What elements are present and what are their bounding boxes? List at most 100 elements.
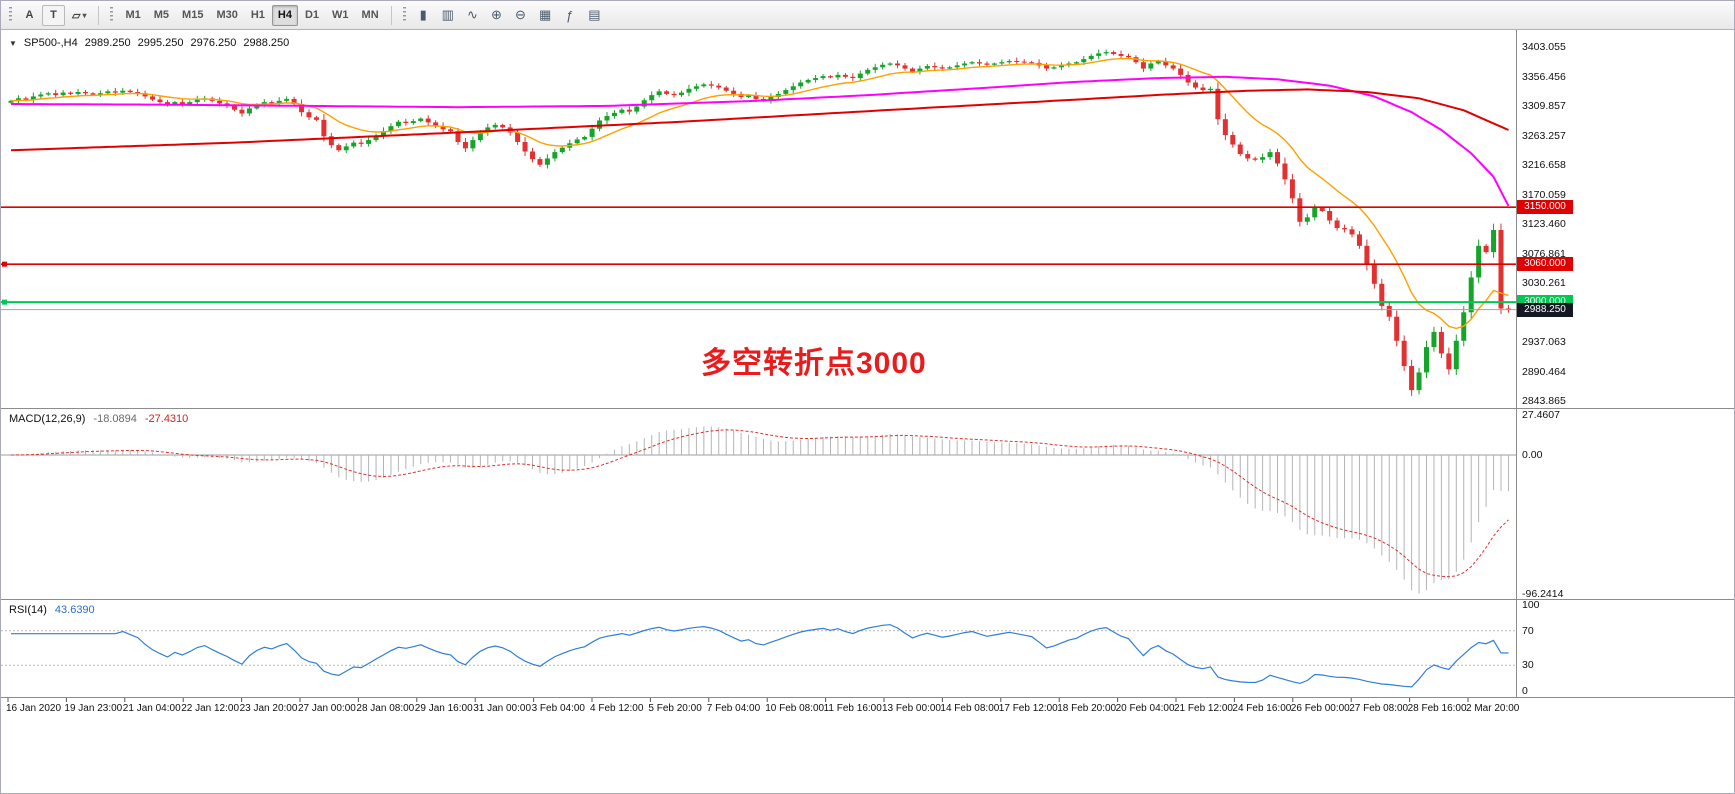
- ohlc-open: 2989.250: [84, 37, 131, 49]
- price-axis-label: 3170.059: [1522, 188, 1566, 201]
- toolbar-separator: [390, 5, 392, 25]
- chart-bars-icon[interactable]: ▥: [436, 5, 460, 26]
- macd-axis-label: -96.2414: [1522, 588, 1564, 600]
- time-axis-label: 17 Feb 12:00: [998, 703, 1058, 714]
- time-axis-label: 23 Jan 20:00: [239, 703, 298, 714]
- rsi-axis-label: 70: [1522, 624, 1534, 637]
- price-axis-label: 2937.063: [1522, 336, 1566, 348]
- price-axis-label: 3403.055: [1522, 41, 1566, 53]
- macd-header: MACD(12,26,9) -18.0894 -27.4310: [9, 413, 188, 425]
- time-axis-label: 22 Jan 12:00: [181, 703, 240, 714]
- macd-axis-label: 27.4607: [1522, 409, 1560, 422]
- bid-price-tag: 2988.250: [1517, 302, 1573, 317]
- rsi-title: RSI(14): [9, 604, 47, 616]
- ma-slow-line: [10, 88, 1509, 152]
- time-axis-label: 13 Feb 00:00: [882, 703, 941, 714]
- macd-axis-label: 0.00: [1522, 449, 1543, 461]
- main-toolbar: A T ▱ ▾ M1 M5 M15 M30 H1 H4 D1 W1 MN ▮ ▥ ∿ ⊕ ⊖ ▦ ƒ ▤: [1, 1, 1734, 30]
- ohlc-low: 2976.250: [190, 37, 237, 49]
- zoom-in-icon[interactable]: ⊕: [485, 5, 508, 26]
- timeframe-button-mn[interactable]: MN: [356, 5, 385, 26]
- toolbar-drag-handle[interactable]: [9, 7, 12, 23]
- timeframe-button-m1[interactable]: M1: [119, 5, 146, 26]
- chart-tools-group: ▮ ▥ ∿ ⊕ ⊖ ▦ ƒ ▤: [412, 5, 607, 26]
- time-axis-label: 3 Feb 04:00: [531, 703, 585, 714]
- time-axis-label: 7 Feb 04:00: [706, 703, 761, 714]
- text-tool-button[interactable]: T: [42, 4, 65, 26]
- price-axis-label: 3263.257: [1522, 129, 1566, 142]
- time-axis-label: 20 Feb 04:00: [1115, 703, 1175, 714]
- indicator-collapse-button[interactable]: ▼: [9, 38, 17, 48]
- ohlc-high: 2995.250: [137, 37, 184, 49]
- rsi-line: [11, 624, 1509, 688]
- timeframe-button-h4[interactable]: H4: [271, 4, 298, 26]
- price-axis-label: 3076.861: [1522, 247, 1566, 260]
- ma-mid-line: [11, 75, 1510, 207]
- rsi-axis-label: 100: [1522, 599, 1540, 611]
- macd-main-value: -18.0894: [93, 413, 137, 425]
- timeframe-button-m5[interactable]: M5: [148, 5, 175, 26]
- price-axis-label: 3216.658: [1522, 159, 1566, 171]
- macd-title: MACD(12,26,9): [9, 413, 86, 425]
- price-axis-label: 3030.261: [1522, 277, 1566, 289]
- price-axis-label: 3123.460: [1522, 218, 1566, 230]
- macd-signal-line: [10, 429, 1509, 578]
- macd-signal-value: -27.4310: [144, 413, 189, 425]
- timeframe-button-m15[interactable]: M15: [176, 5, 209, 26]
- rsi-value: 43.6390: [54, 604, 95, 616]
- chevron-down-icon: ▾: [82, 10, 87, 20]
- time-axis-label: 18 Feb 20:00: [1057, 703, 1117, 714]
- chart-candles-icon[interactable]: ▮: [412, 5, 435, 26]
- symbol-ohlc-header: ▼ SP500-,H4 2989.250 2995.250 2976.250 2…: [9, 37, 289, 49]
- line-anchor-marker: [2, 261, 7, 267]
- chart-line-icon[interactable]: ∿: [461, 5, 484, 26]
- tile-windows-icon[interactable]: ▦: [533, 5, 557, 26]
- time-axis-label: 24 Feb 16:00: [1232, 703, 1292, 714]
- timeframe-button-h1[interactable]: H1: [245, 5, 271, 26]
- ohlc-close: 2988.250: [243, 37, 290, 49]
- icons-toolbar-drag-handle[interactable]: [402, 7, 406, 23]
- macd-panel-layer: [1, 426, 1516, 594]
- zoom-out-icon[interactable]: ⊖: [509, 5, 532, 26]
- moving-averages-layer: [10, 57, 1510, 330]
- timeframe-button-m30[interactable]: M30: [210, 5, 243, 26]
- time-axis-label: 27 Jan 00:00: [298, 703, 356, 714]
- price-level-tag: 3060.000: [1517, 257, 1573, 272]
- time-axis-label: 27 Feb 08:00: [1349, 703, 1409, 714]
- line-anchor-marker: [2, 299, 7, 305]
- time-axis-label: 28 Feb 16:00: [1407, 703, 1467, 714]
- time-axis-label: 21 Feb 12:00: [1174, 703, 1233, 714]
- time-axis-label: 14 Feb 08:00: [940, 703, 1000, 714]
- timeframe-button-group: M1 M5 M15 M30 H1 H4 D1 W1 MN: [119, 4, 385, 26]
- shapes-icon: ▱: [72, 9, 81, 22]
- chart-annotation-text[interactable]: 多空转折点3000: [701, 347, 927, 380]
- timeframe-button-w1[interactable]: W1: [326, 5, 355, 26]
- indicators-icon[interactable]: ƒ: [558, 5, 581, 26]
- time-axis-label: 29 Jan 16:00: [414, 703, 473, 714]
- rsi-axis-label: 30: [1522, 659, 1534, 672]
- time-axis-label: 10 Feb 08:00: [765, 703, 825, 714]
- shapes-dropdown-button[interactable]: ▱ ▾: [66, 5, 92, 26]
- time-axis-label: 26 Feb 00:00: [1290, 703, 1350, 714]
- rsi-header: RSI(14) 43.6390: [9, 604, 95, 616]
- time-axis-label: 11 Feb 16:00: [823, 703, 882, 714]
- time-axis-label: 28 Jan 08:00: [356, 703, 415, 714]
- toolbar-separator: [98, 5, 100, 25]
- templates-icon[interactable]: ▤: [582, 5, 606, 26]
- time-axis-label: 5 Feb 20:00: [648, 703, 702, 714]
- time-axis-label: 31 Jan 00:00: [473, 703, 532, 714]
- price-axis-label: 2843.865: [1522, 395, 1566, 407]
- time-axis-label: 2 Mar 20:00: [1466, 703, 1520, 714]
- symbol-label: SP500-,H4: [23, 37, 78, 49]
- price-level-tag: 3150.000: [1517, 200, 1573, 215]
- cursor-tool-button[interactable]: A: [18, 5, 41, 26]
- price-axis-label: 2890.464: [1522, 365, 1566, 378]
- timeframe-button-d1[interactable]: D1: [299, 5, 325, 26]
- timeframe-toolbar-drag-handle[interactable]: [110, 7, 114, 23]
- time-axis-label: 4 Feb 12:00: [590, 703, 644, 714]
- time-axis-label: 19 Jan 23:00: [64, 703, 123, 714]
- price-axis-label: 3309.857: [1522, 100, 1566, 112]
